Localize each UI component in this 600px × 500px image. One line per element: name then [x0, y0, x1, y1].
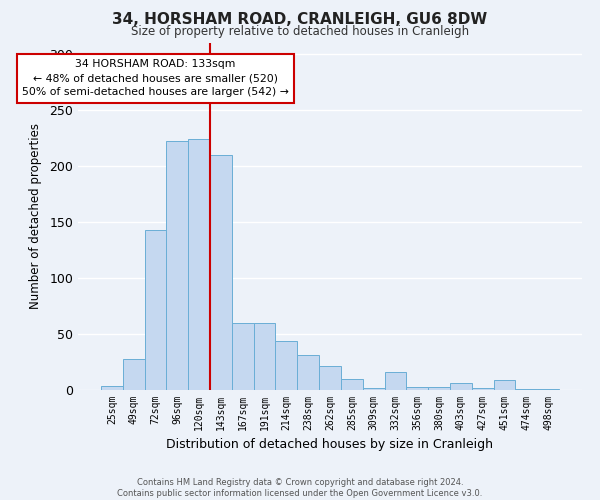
Bar	[210, 154, 232, 390]
Bar	[145, 230, 166, 390]
Bar	[406, 386, 428, 390]
Bar	[363, 388, 385, 390]
Bar	[450, 384, 472, 390]
Bar	[494, 380, 515, 390]
Bar	[101, 386, 123, 390]
Text: Contains HM Land Registry data © Crown copyright and database right 2024.
Contai: Contains HM Land Registry data © Crown c…	[118, 478, 482, 498]
Text: Size of property relative to detached houses in Cranleigh: Size of property relative to detached ho…	[131, 25, 469, 38]
Bar	[297, 355, 319, 390]
Bar	[254, 322, 275, 390]
Bar	[537, 389, 559, 390]
Bar	[232, 322, 254, 390]
Bar	[188, 139, 210, 390]
Bar	[319, 366, 341, 390]
Text: 34 HORSHAM ROAD: 133sqm
← 48% of detached houses are smaller (520)
50% of semi-d: 34 HORSHAM ROAD: 133sqm ← 48% of detache…	[22, 60, 289, 98]
Y-axis label: Number of detached properties: Number of detached properties	[29, 123, 43, 309]
Bar	[123, 358, 145, 390]
Bar	[472, 388, 494, 390]
Bar	[166, 141, 188, 390]
Bar	[275, 340, 297, 390]
Bar	[341, 379, 363, 390]
Bar	[385, 372, 406, 390]
Bar	[515, 389, 537, 390]
X-axis label: Distribution of detached houses by size in Cranleigh: Distribution of detached houses by size …	[167, 438, 493, 452]
Text: 34, HORSHAM ROAD, CRANLEIGH, GU6 8DW: 34, HORSHAM ROAD, CRANLEIGH, GU6 8DW	[112, 12, 488, 28]
Bar	[428, 386, 450, 390]
